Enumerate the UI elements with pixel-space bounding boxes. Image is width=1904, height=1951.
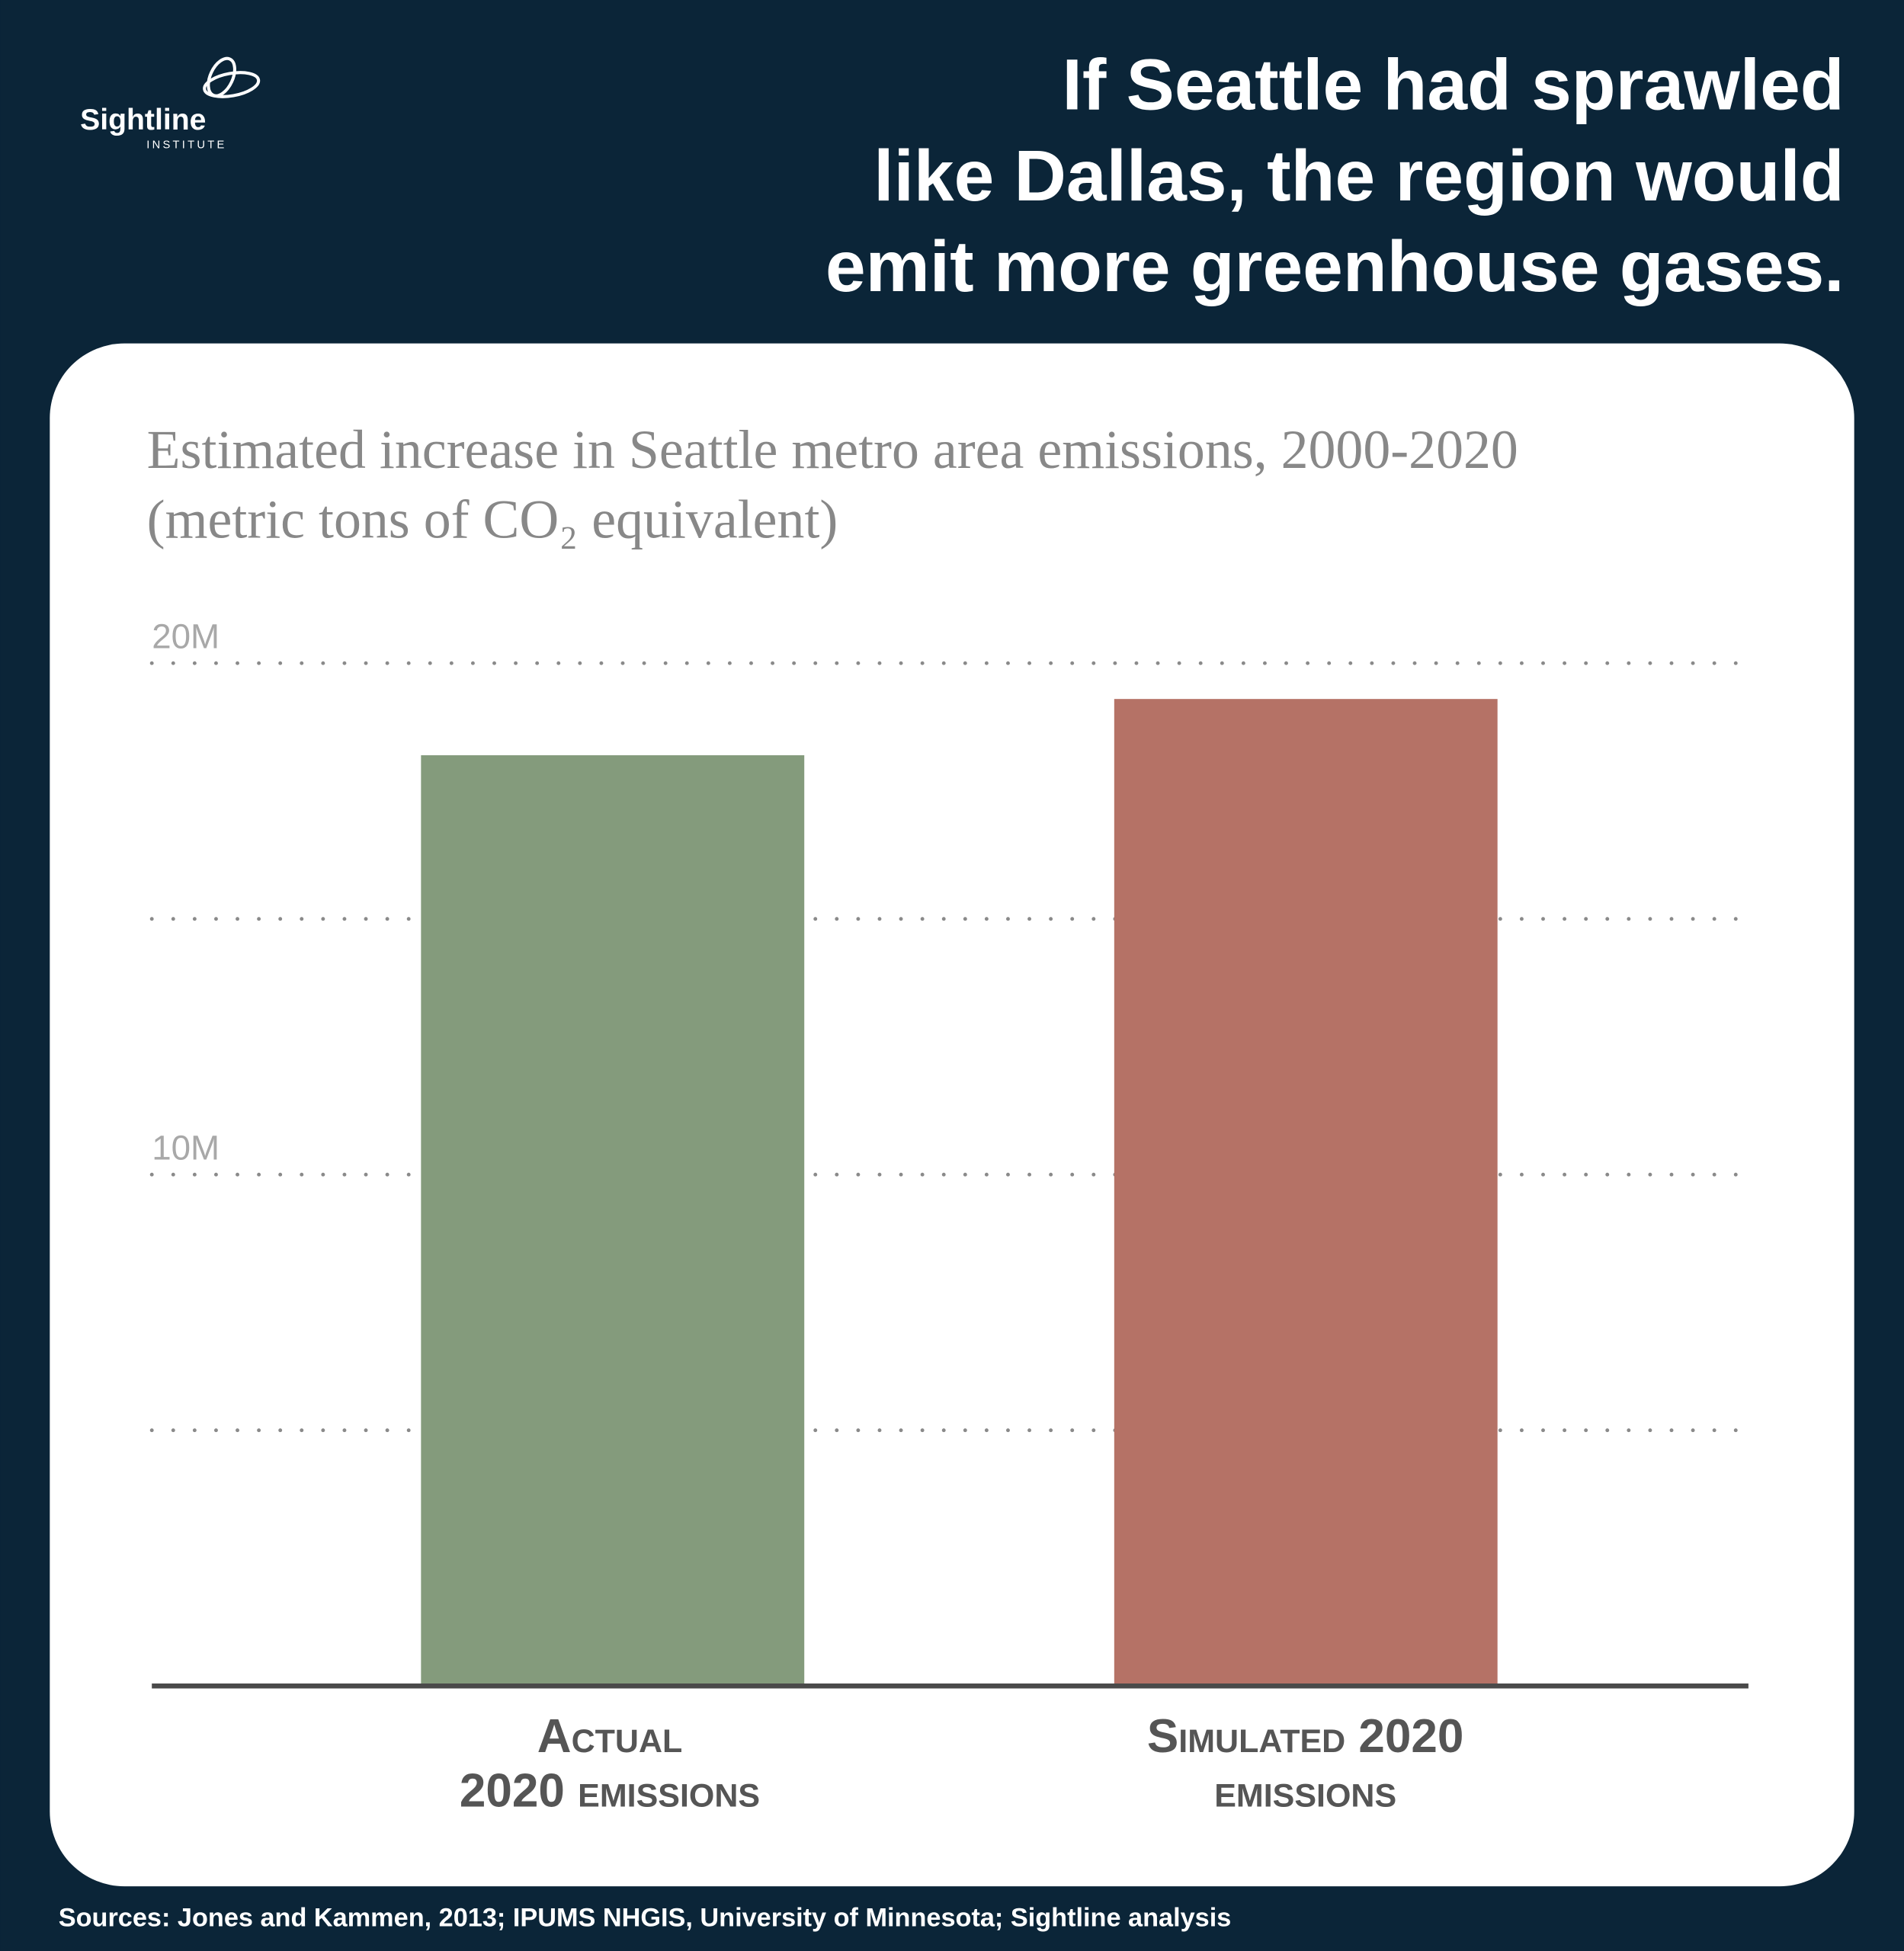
logo-name: Sightline bbox=[80, 104, 206, 136]
bar bbox=[421, 754, 805, 1687]
x-tick-label: Simulated 2020 emissions bbox=[1147, 1710, 1464, 1818]
y-tick-label: 20M bbox=[152, 617, 220, 656]
bar bbox=[1114, 699, 1498, 1687]
y-tick-label: 10M bbox=[152, 1129, 220, 1168]
logo-mark bbox=[203, 56, 261, 98]
chart-subtitle: Estimated increase in Seattle metro area… bbox=[147, 419, 1518, 549]
chart-title: If Seattle had sprawled like Dallas, the … bbox=[825, 45, 1845, 307]
x-tick-label: Actual 2020 emissions bbox=[460, 1710, 760, 1818]
logo-sub: INSTITUTE bbox=[146, 139, 226, 151]
chart-panel bbox=[50, 343, 1854, 1887]
source-note: Sources: Jones and Kammen, 2013; IPUMS N… bbox=[59, 1903, 1232, 1932]
